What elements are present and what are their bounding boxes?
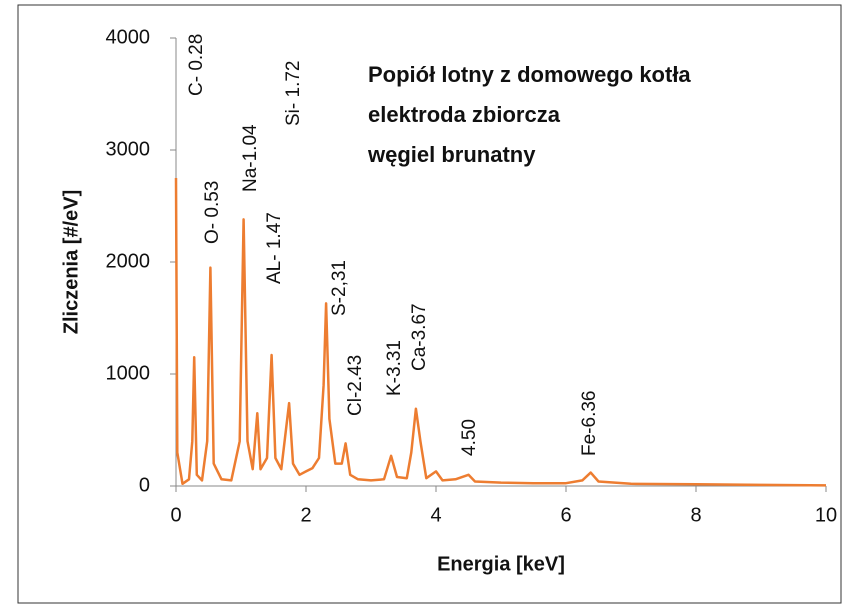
chart-frame (17, 4, 842, 604)
x-tick-label: 10 (815, 504, 837, 526)
peak-label: 4.50 (459, 419, 480, 456)
peak-label: Cl-2.43 (345, 355, 366, 416)
chart-title: Popiół lotny z domowego kotła (368, 62, 691, 87)
peak-label: O- 0.53 (202, 181, 223, 244)
y-tick-label: 0 (139, 474, 150, 496)
spectrum-line (174, 177, 827, 487)
peak-label: S-2,31 (329, 260, 350, 316)
x-axis-label: Energia [keV] (437, 553, 565, 575)
x-tick-label: 0 (170, 504, 181, 526)
y-tick-label: 3000 (106, 138, 151, 160)
y-axis-label: Zliczenia [#/eV] (60, 190, 82, 335)
peak-label: C- 0.28 (186, 34, 207, 96)
peak-label: Fe-6.36 (579, 391, 600, 456)
chart-title: węgiel brunatny (367, 142, 536, 167)
chart-title: elektroda zbiorcza (368, 102, 561, 127)
peak-label: K-3.31 (384, 340, 405, 396)
peak-label: AL- 1.47 (264, 212, 285, 284)
x-tick-label: 4 (430, 504, 441, 526)
peak-label: Si- 1.72 (283, 61, 304, 126)
x-tick-label: 8 (690, 504, 701, 526)
x-tick-label: 2 (300, 504, 311, 526)
peak-label: Na-1.04 (240, 124, 261, 192)
y-tick-label: 4000 (106, 26, 151, 48)
y-tick-label: 1000 (106, 362, 151, 384)
peak-label: Ca-3.67 (409, 303, 430, 371)
y-tick-label: 2000 (106, 250, 151, 272)
x-tick-label: 6 (560, 504, 571, 526)
